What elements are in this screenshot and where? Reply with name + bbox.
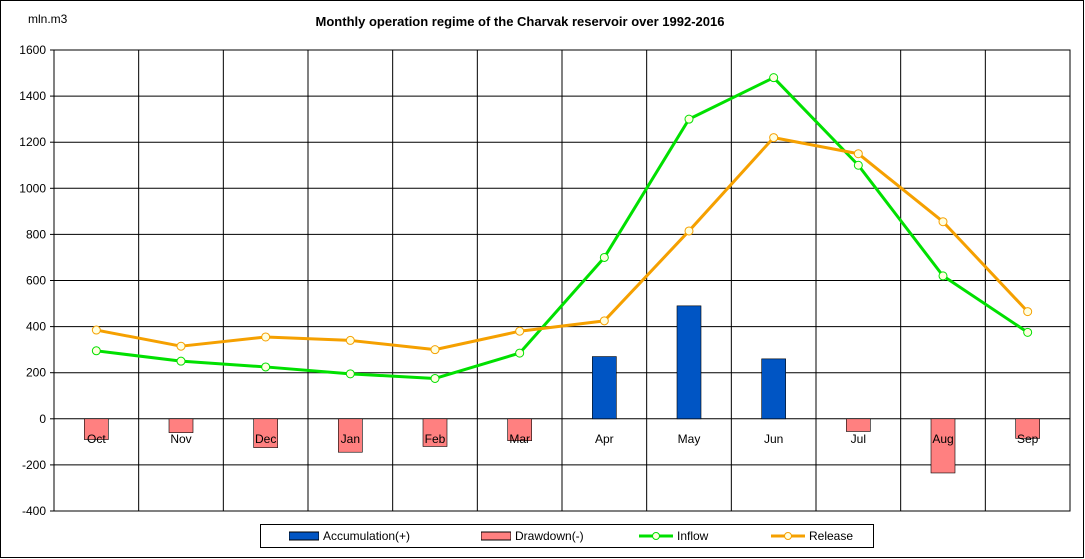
x-tick-label: Nov bbox=[170, 432, 191, 446]
point-release bbox=[515, 326, 525, 336]
bar-drawdown bbox=[507, 418, 532, 441]
line-release bbox=[96, 136, 1029, 352]
y-tick-label: 800 bbox=[26, 227, 46, 241]
legend: Accumulation(+) Drawdown(-) Inflow Relea… bbox=[260, 524, 874, 548]
point-inflow bbox=[430, 373, 440, 383]
y-tick-label: 0 bbox=[39, 412, 46, 426]
point-release bbox=[91, 325, 101, 335]
bar-accumulation bbox=[592, 356, 617, 420]
point-inflow bbox=[515, 348, 525, 358]
point-inflow bbox=[684, 114, 694, 124]
point-inflow bbox=[599, 252, 609, 262]
point-release bbox=[261, 332, 271, 342]
bar-drawdown bbox=[253, 418, 278, 448]
legend-swatch-drawdown bbox=[481, 531, 511, 541]
y-tick-label: 400 bbox=[26, 320, 46, 334]
x-tick-label: Oct bbox=[87, 432, 106, 446]
legend-swatch-accumulation bbox=[289, 531, 319, 541]
legend-label-accumulation: Accumulation(+) bbox=[323, 529, 411, 543]
legend-label-release: Release bbox=[809, 529, 854, 543]
chart-title: Monthly operation regime of the Charvak … bbox=[315, 14, 725, 29]
bar-accumulation bbox=[761, 358, 786, 420]
legend-item-inflow: Inflow bbox=[639, 525, 708, 547]
point-inflow bbox=[938, 271, 948, 281]
y-tick-label: -400 bbox=[22, 504, 46, 518]
point-inflow bbox=[1023, 327, 1033, 337]
legend-item-accumulation: Accumulation(+) bbox=[289, 525, 410, 547]
point-release bbox=[430, 345, 440, 355]
x-tick-label: Jun bbox=[764, 432, 783, 446]
bar-drawdown bbox=[930, 418, 956, 474]
point-inflow bbox=[853, 160, 863, 170]
bar-accumulation bbox=[676, 305, 702, 420]
legend-item-drawdown: Drawdown(-) bbox=[481, 525, 584, 547]
point-inflow bbox=[769, 73, 779, 83]
point-release bbox=[176, 341, 186, 351]
y-tick-label: 1600 bbox=[19, 43, 46, 57]
y-unit-label: mln.m3 bbox=[28, 12, 68, 26]
legend-label-drawdown: Drawdown(-) bbox=[515, 529, 584, 543]
point-release bbox=[938, 217, 948, 227]
y-tick-label: 600 bbox=[26, 274, 46, 288]
point-release bbox=[853, 149, 863, 159]
point-inflow bbox=[261, 362, 271, 372]
y-tick-label: 200 bbox=[26, 366, 46, 380]
y-tick-label: 1200 bbox=[19, 135, 46, 149]
x-tick-label: Aug bbox=[932, 432, 953, 446]
bar-drawdown bbox=[84, 418, 109, 440]
x-tick-label: Jul bbox=[851, 432, 866, 446]
x-tick-label: Feb bbox=[425, 432, 446, 446]
legend-item-release: Release bbox=[771, 525, 853, 547]
legend-swatch-inflow bbox=[639, 532, 673, 540]
bar-drawdown bbox=[1015, 418, 1040, 439]
bar-drawdown bbox=[338, 418, 363, 453]
point-inflow bbox=[345, 369, 355, 379]
legend-swatch-release bbox=[771, 532, 805, 540]
bar-drawdown bbox=[422, 418, 448, 447]
bar-drawdown bbox=[846, 418, 871, 432]
point-release bbox=[684, 226, 694, 236]
legend-label-inflow: Inflow bbox=[677, 529, 709, 543]
y-tick-label: 1400 bbox=[19, 89, 46, 103]
y-tick-label: -200 bbox=[22, 458, 46, 472]
x-tick-label: Dec bbox=[255, 432, 276, 446]
point-release bbox=[769, 133, 779, 143]
x-tick-label: Jan bbox=[341, 432, 360, 446]
x-tick-label: Sep bbox=[1017, 432, 1039, 446]
x-tick-label: Apr bbox=[595, 432, 614, 446]
point-release bbox=[599, 316, 609, 326]
x-tick-label: Mar bbox=[509, 432, 530, 446]
x-tick-label: May bbox=[678, 432, 701, 446]
point-inflow bbox=[176, 356, 186, 366]
point-inflow bbox=[91, 346, 101, 356]
point-release bbox=[345, 335, 355, 345]
line-inflow bbox=[96, 76, 1029, 380]
bar-drawdown bbox=[168, 418, 194, 433]
y-tick-label: 1000 bbox=[19, 181, 46, 195]
point-release bbox=[1023, 307, 1033, 317]
